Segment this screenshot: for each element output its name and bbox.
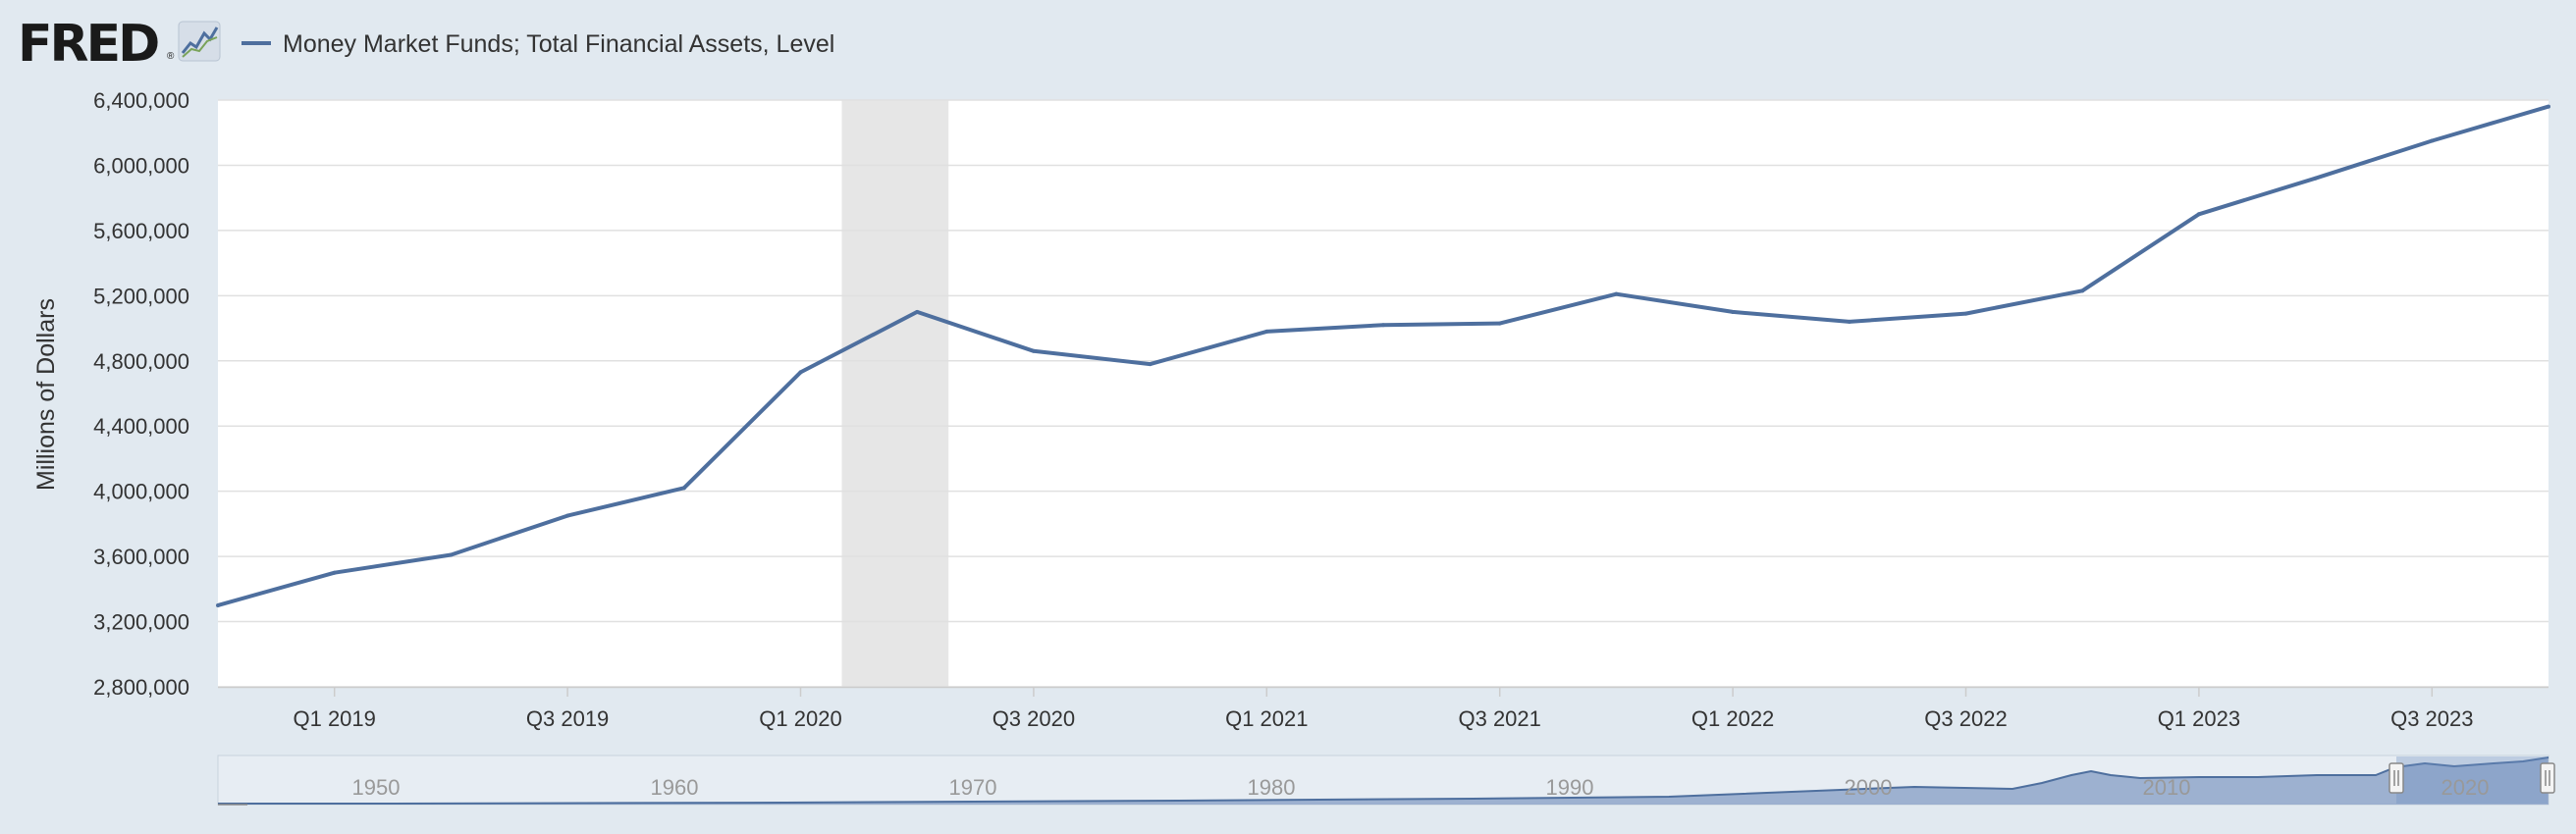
y-tick-label: 5,600,000 bbox=[93, 219, 189, 243]
x-tick-label: Q1 2022 bbox=[1691, 706, 1774, 731]
navigator-label: 1970 bbox=[949, 775, 997, 800]
data-point[interactable] bbox=[1497, 321, 1502, 326]
data-point[interactable] bbox=[915, 309, 920, 314]
data-point[interactable] bbox=[1731, 309, 1736, 314]
logo-text: FRED bbox=[18, 15, 158, 74]
series-layer[interactable] bbox=[216, 104, 2550, 607]
y-tick-label: 4,800,000 bbox=[93, 349, 189, 374]
navigator-handle-right[interactable] bbox=[2540, 762, 2555, 794]
navigator-label: 1980 bbox=[1248, 775, 1296, 800]
legend-label: Money Market Funds; Total Financial Asse… bbox=[283, 30, 834, 58]
data-point[interactable] bbox=[2196, 212, 2201, 217]
y-tick-label: 4,400,000 bbox=[93, 414, 189, 439]
data-point[interactable] bbox=[1148, 362, 1153, 367]
x-tick-label: Q1 2021 bbox=[1225, 706, 1308, 731]
legend[interactable]: Money Market Funds; Total Financial Asse… bbox=[242, 30, 834, 58]
data-point[interactable] bbox=[1381, 323, 1385, 328]
navigator-selection[interactable] bbox=[2396, 756, 2548, 804]
data-point[interactable] bbox=[1963, 311, 1968, 316]
y-tick-label: 3,200,000 bbox=[93, 610, 189, 635]
data-point[interactable] bbox=[2313, 176, 2318, 181]
data-point[interactable] bbox=[681, 486, 686, 491]
x-tick-label: Q1 2019 bbox=[293, 706, 375, 731]
data-point[interactable] bbox=[798, 370, 803, 375]
navigator-handle-left[interactable] bbox=[2388, 762, 2404, 794]
fred-logo[interactable]: FRED ® bbox=[18, 15, 221, 74]
y-tick-label: 6,000,000 bbox=[93, 153, 189, 178]
navigator-label: 2010 bbox=[2143, 775, 2191, 800]
x-tick-label: Q3 2022 bbox=[1924, 706, 2007, 731]
navigator-series-line bbox=[218, 756, 2549, 805]
y-tick-label: 4,000,000 bbox=[93, 480, 189, 504]
plot-area bbox=[218, 100, 2549, 687]
data-point[interactable] bbox=[2547, 104, 2550, 109]
navigator-label: 2020 bbox=[2442, 775, 2490, 800]
navigator-label: 2000 bbox=[1845, 775, 1893, 800]
navigator-label: 1960 bbox=[651, 775, 699, 800]
data-point[interactable] bbox=[1264, 329, 1269, 334]
navigator-labels: 1950 1960 1970 1980 1990 2000 2010 2020 bbox=[352, 775, 2490, 800]
x-tick-label: Q3 2021 bbox=[1458, 706, 1540, 731]
x-tick-label: Q3 2019 bbox=[526, 706, 609, 731]
x-tick-label: Q3 2023 bbox=[2390, 706, 2473, 731]
data-point[interactable] bbox=[1031, 348, 1036, 353]
navigator-label: 1950 bbox=[352, 775, 401, 800]
x-tick-label: Q3 2020 bbox=[993, 706, 1075, 731]
y-axis-title: Millions of Dollars bbox=[32, 298, 60, 491]
data-point[interactable] bbox=[1847, 319, 1852, 324]
navigator-series-area bbox=[218, 757, 2549, 805]
y-tick-label: 2,800,000 bbox=[93, 675, 189, 700]
y-tick-label: 5,200,000 bbox=[93, 284, 189, 308]
data-point[interactable] bbox=[565, 513, 570, 518]
data-point[interactable] bbox=[449, 552, 454, 557]
registered-mark: ® bbox=[167, 51, 175, 62]
data-point[interactable] bbox=[216, 602, 220, 607]
x-tick-label: Q1 2020 bbox=[759, 706, 841, 731]
data-point[interactable] bbox=[2430, 138, 2435, 143]
y-tick-label: 6,400,000 bbox=[93, 88, 189, 113]
y-tick-label: 3,600,000 bbox=[93, 545, 189, 569]
data-point[interactable] bbox=[2080, 288, 2085, 293]
data-point[interactable] bbox=[1614, 291, 1619, 296]
x-axis-labels: Q1 2019 Q3 2019 Q1 2020 Q3 2020 Q1 2021 Q3 20… bbox=[218, 686, 2549, 731]
line-chart-icon bbox=[178, 21, 221, 62]
x-tick-label: Q1 2023 bbox=[2158, 706, 2240, 731]
navigator-label: 1990 bbox=[1546, 775, 1594, 800]
y-axis-labels: 2,800,000 3,200,000 3,600,000 4,000,000 4,40… bbox=[93, 88, 189, 700]
recession-band bbox=[841, 100, 949, 687]
navigator[interactable]: 1950 1960 1970 1980 1990 2000 2010 2020 bbox=[217, 755, 2555, 806]
data-point[interactable] bbox=[332, 570, 337, 575]
